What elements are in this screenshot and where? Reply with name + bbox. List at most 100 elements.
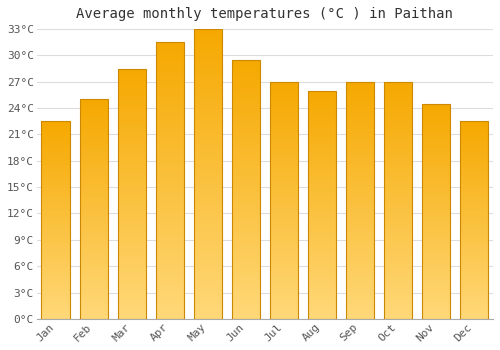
Bar: [156, 181, 184, 182]
Bar: [42, 131, 70, 132]
Bar: [346, 301, 374, 302]
Bar: [156, 44, 184, 45]
Bar: [232, 249, 260, 250]
Bar: [194, 270, 222, 271]
Bar: [460, 178, 488, 180]
Bar: [346, 280, 374, 281]
Bar: [422, 167, 450, 168]
Bar: [118, 182, 146, 184]
Bar: [308, 96, 336, 97]
Bar: [156, 257, 184, 258]
Bar: [80, 108, 108, 109]
Bar: [460, 124, 488, 125]
Bar: [42, 302, 70, 303]
Bar: [346, 93, 374, 95]
Bar: [422, 262, 450, 263]
Bar: [270, 148, 298, 149]
Bar: [460, 301, 488, 302]
Bar: [118, 99, 146, 100]
Bar: [156, 252, 184, 254]
Bar: [384, 280, 412, 281]
Bar: [308, 109, 336, 110]
Bar: [42, 215, 70, 216]
Bar: [346, 229, 374, 230]
Bar: [42, 129, 70, 130]
Bar: [460, 231, 488, 232]
Bar: [384, 84, 412, 85]
Bar: [384, 245, 412, 246]
Bar: [194, 245, 222, 246]
Bar: [42, 261, 70, 262]
Bar: [308, 137, 336, 139]
Bar: [308, 205, 336, 206]
Bar: [42, 236, 70, 237]
Bar: [156, 259, 184, 261]
Bar: [270, 315, 298, 316]
Bar: [118, 203, 146, 204]
Bar: [460, 235, 488, 236]
Bar: [422, 114, 450, 116]
Bar: [422, 152, 450, 153]
Bar: [42, 218, 70, 219]
Bar: [232, 180, 260, 182]
Bar: [194, 294, 222, 296]
Bar: [194, 203, 222, 204]
Bar: [80, 171, 108, 172]
Bar: [270, 171, 298, 172]
Bar: [42, 177, 70, 178]
Bar: [422, 205, 450, 206]
Bar: [156, 77, 184, 78]
Bar: [422, 191, 450, 192]
Bar: [118, 111, 146, 112]
Bar: [422, 275, 450, 276]
Bar: [422, 133, 450, 134]
Bar: [118, 221, 146, 223]
Bar: [194, 65, 222, 67]
Bar: [346, 111, 374, 113]
Bar: [422, 316, 450, 317]
Bar: [384, 275, 412, 276]
Bar: [194, 259, 222, 261]
Bar: [384, 217, 412, 218]
Bar: [384, 107, 412, 108]
Bar: [42, 232, 70, 233]
Bar: [80, 105, 108, 106]
Bar: [232, 74, 260, 75]
Bar: [308, 254, 336, 255]
Bar: [270, 166, 298, 167]
Bar: [156, 167, 184, 168]
Bar: [80, 147, 108, 148]
Bar: [80, 214, 108, 215]
Bar: [346, 121, 374, 122]
Bar: [118, 210, 146, 211]
Bar: [118, 75, 146, 76]
Bar: [194, 286, 222, 287]
Bar: [460, 279, 488, 280]
Bar: [346, 239, 374, 241]
Bar: [422, 117, 450, 118]
Bar: [460, 233, 488, 234]
Bar: [80, 106, 108, 107]
Bar: [460, 299, 488, 300]
Bar: [42, 138, 70, 139]
Bar: [422, 256, 450, 257]
Bar: [194, 312, 222, 313]
Bar: [422, 208, 450, 209]
Bar: [422, 245, 450, 246]
Bar: [422, 148, 450, 149]
Bar: [118, 105, 146, 106]
Bar: [384, 186, 412, 187]
Bar: [118, 132, 146, 134]
Bar: [346, 90, 374, 91]
Bar: [460, 296, 488, 297]
Bar: [460, 212, 488, 213]
Bar: [232, 93, 260, 95]
Bar: [80, 231, 108, 232]
Bar: [270, 197, 298, 198]
Bar: [460, 310, 488, 311]
Bar: [194, 264, 222, 265]
Bar: [118, 156, 146, 158]
Bar: [42, 146, 70, 147]
Bar: [346, 200, 374, 202]
Bar: [346, 198, 374, 199]
